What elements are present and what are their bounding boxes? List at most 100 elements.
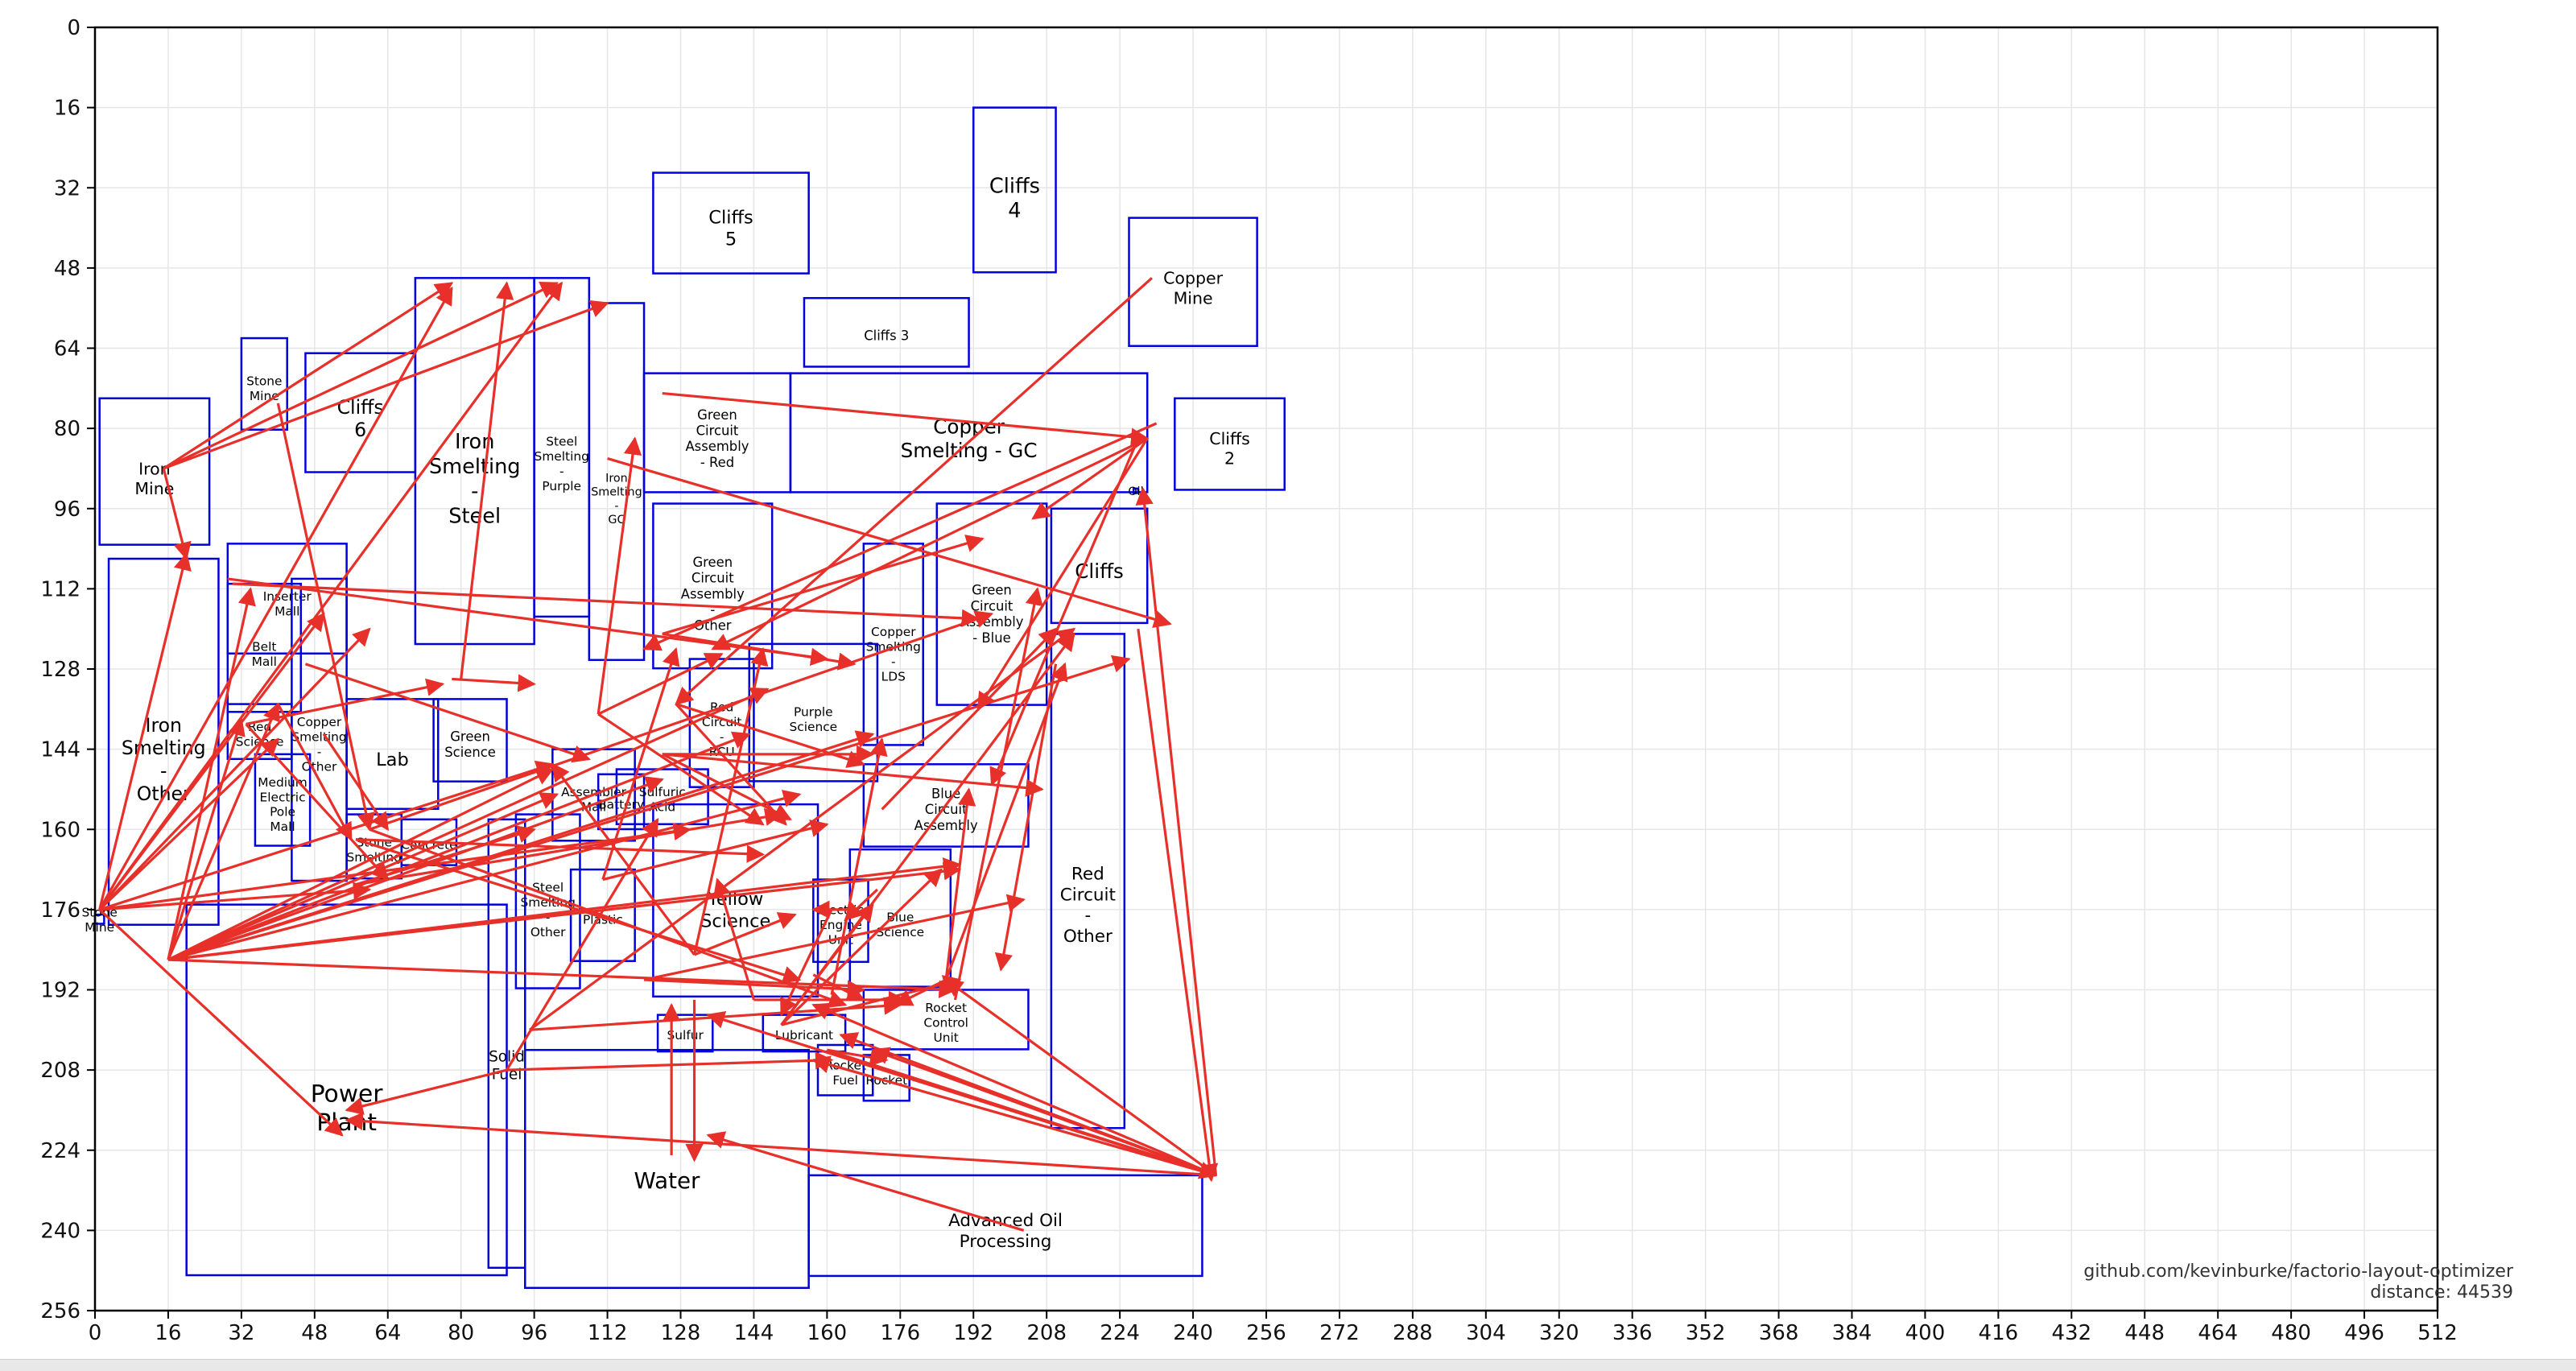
connection-arrow: [167, 768, 555, 961]
grid-lines: [94, 27, 2438, 1311]
layout-block: Copper Mine: [1128, 217, 1258, 347]
block-label: Copper Mine: [1163, 269, 1223, 308]
block-label: Iron Smelting -Steel: [429, 430, 521, 528]
plot-frame: [93, 26, 2439, 1312]
connection-arrow: [163, 300, 609, 470]
layout-block: Oil: [1128, 485, 1143, 498]
layout-block: Iron Smelting -GC: [588, 302, 646, 662]
connection-arrow: [675, 277, 1153, 706]
block-label: Iron Smelting -Other: [122, 714, 206, 805]
connection-arrow: [780, 909, 833, 1017]
connection-arrow: [163, 282, 559, 470]
connection-arrow: [276, 703, 353, 841]
block-label: Iron Smelting -GC: [591, 473, 642, 527]
connection-arrow: [693, 912, 797, 956]
connection-arrow: [98, 627, 371, 911]
block-outline: [524, 1048, 810, 1290]
connection-arrows: [98, 277, 1219, 1232]
connection-arrow: [711, 437, 1148, 650]
connection-arrow: [460, 281, 514, 679]
connection-arrow: [167, 655, 1131, 961]
connection-arrow: [369, 610, 994, 831]
connection-arrow: [167, 776, 664, 961]
connection-arrow: [245, 723, 390, 882]
x-axis-ticks: 0 16 32 48 64 80 96 112 128 144 160 176 192 208 224 240…: [89, 1311, 2458, 1345]
distance-annotation: distance: 44539: [2370, 1282, 2513, 1303]
x-tick-label: 384: [1832, 1321, 1872, 1345]
connection-arrow: [232, 582, 980, 627]
y-tick-label: 128: [40, 658, 80, 682]
layout-block: Cliffs 5: [652, 171, 810, 275]
connection-arrow: [643, 894, 1026, 981]
connection-arrow: [811, 1055, 1216, 1177]
y-tick-label: 192: [40, 979, 80, 1003]
x-tick-label: 144: [734, 1321, 774, 1345]
connection-arrow: [601, 646, 680, 880]
x-tick-label: 496: [2344, 1321, 2384, 1345]
connection-arrow: [1135, 486, 1218, 1176]
x-tick-label: 320: [1539, 1321, 1579, 1345]
x-tick-label: 224: [1100, 1321, 1140, 1345]
x-tick-label: 240: [1173, 1321, 1213, 1345]
connection-arrow: [167, 587, 256, 960]
layout-block: Plastic: [569, 868, 636, 962]
connection-arrow: [1137, 628, 1219, 1183]
block-outline: [803, 296, 970, 368]
block-label: Cliffs 3: [864, 328, 909, 344]
layout-block: Iron Mine: [98, 397, 211, 546]
connection-arrow: [162, 468, 192, 561]
layout-block: Iron Smelting -Other: [107, 557, 220, 926]
layout-block: Medium Electric Pole Mall: [254, 753, 312, 847]
y-tick-label: 48: [54, 257, 80, 281]
layout-block: Red Circuit -Other: [1050, 633, 1126, 1129]
connection-arrow: [989, 437, 1140, 787]
layout-block: Purple Science: [748, 642, 879, 783]
x-tick-label: 48: [301, 1321, 328, 1345]
y-tick-label: 224: [40, 1139, 80, 1163]
connection-arrow: [167, 792, 559, 961]
block-label: Stone Mine: [246, 374, 282, 403]
x-tick-label: 16: [155, 1321, 181, 1345]
y-axis-ticks: 0 16 32 48 64 80 96 112 128 144 160 176 192 208 224 240…: [40, 16, 95, 1324]
connection-arrow: [167, 687, 770, 961]
block-outline: [972, 106, 1057, 274]
connection-arrow: [345, 1112, 1216, 1177]
layout-block: Cliffs 6: [304, 352, 417, 473]
connection-arrow: [830, 737, 888, 996]
x-tick-label: 304: [1466, 1321, 1506, 1345]
block-label: Green Circuit Assembly - Blue: [960, 583, 1023, 646]
block-outline: [652, 171, 810, 275]
connection-arrow: [944, 978, 1217, 1177]
block-label: Belt Mall: [252, 640, 277, 669]
connection-arrow: [713, 878, 755, 1001]
layout-block: Lab: [345, 698, 440, 811]
connection-arrow: [167, 789, 802, 961]
connection-arrow: [369, 828, 848, 1008]
y-tick-label: 16: [54, 97, 80, 121]
connection-arrow: [276, 403, 375, 832]
connection-arrow: [839, 1032, 1217, 1177]
y-tick-label: 64: [54, 337, 80, 361]
connection-arrow: [706, 1011, 1216, 1177]
connection-arrow: [304, 663, 591, 763]
connection-arrow: [98, 737, 279, 911]
block-outline: [1050, 507, 1149, 625]
block-label: Green Circuit Assembly -Other: [681, 555, 745, 634]
x-tick-label: 256: [1246, 1321, 1286, 1345]
x-tick-label: 192: [953, 1321, 993, 1345]
y-tick-label: 96: [54, 498, 80, 522]
block-label: Purple Science: [789, 704, 837, 734]
connection-arrow: [551, 762, 696, 956]
layout-block: Green Circuit Assembly -Other: [652, 502, 774, 670]
connection-arrow: [98, 908, 344, 1137]
block-label: Power Plant: [311, 1080, 384, 1137]
x-tick-label: 448: [2124, 1321, 2165, 1345]
block-label: Lab: [376, 750, 409, 770]
x-tick-label: 112: [588, 1321, 628, 1345]
y-tick-label: 0: [67, 16, 80, 40]
connection-arrow: [662, 535, 985, 635]
y-tick-label: 240: [40, 1219, 80, 1243]
connection-arrow: [944, 787, 976, 981]
connection-arrow: [675, 703, 787, 826]
